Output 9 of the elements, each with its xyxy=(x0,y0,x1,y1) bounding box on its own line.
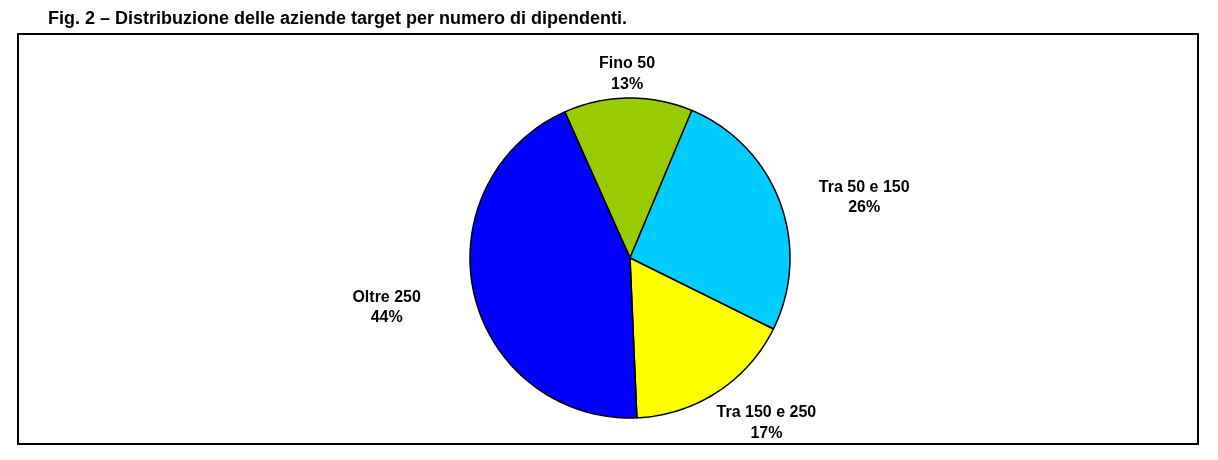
slice-label: Tra 50 e 150 xyxy=(818,177,910,195)
data-label: 44% xyxy=(370,308,403,326)
chart-title: Fig. 2 – Distribuzione delle aziende target per numero di dipendenti. xyxy=(48,8,628,28)
data-label: 13% xyxy=(611,74,644,92)
data-label: 17% xyxy=(750,424,783,442)
slice-label: Tra 150 e 250 xyxy=(716,403,817,421)
slice-label: Oltre 250 xyxy=(352,287,422,305)
slice-label: Fino 50 xyxy=(599,54,656,72)
data-label: 26% xyxy=(848,198,881,216)
